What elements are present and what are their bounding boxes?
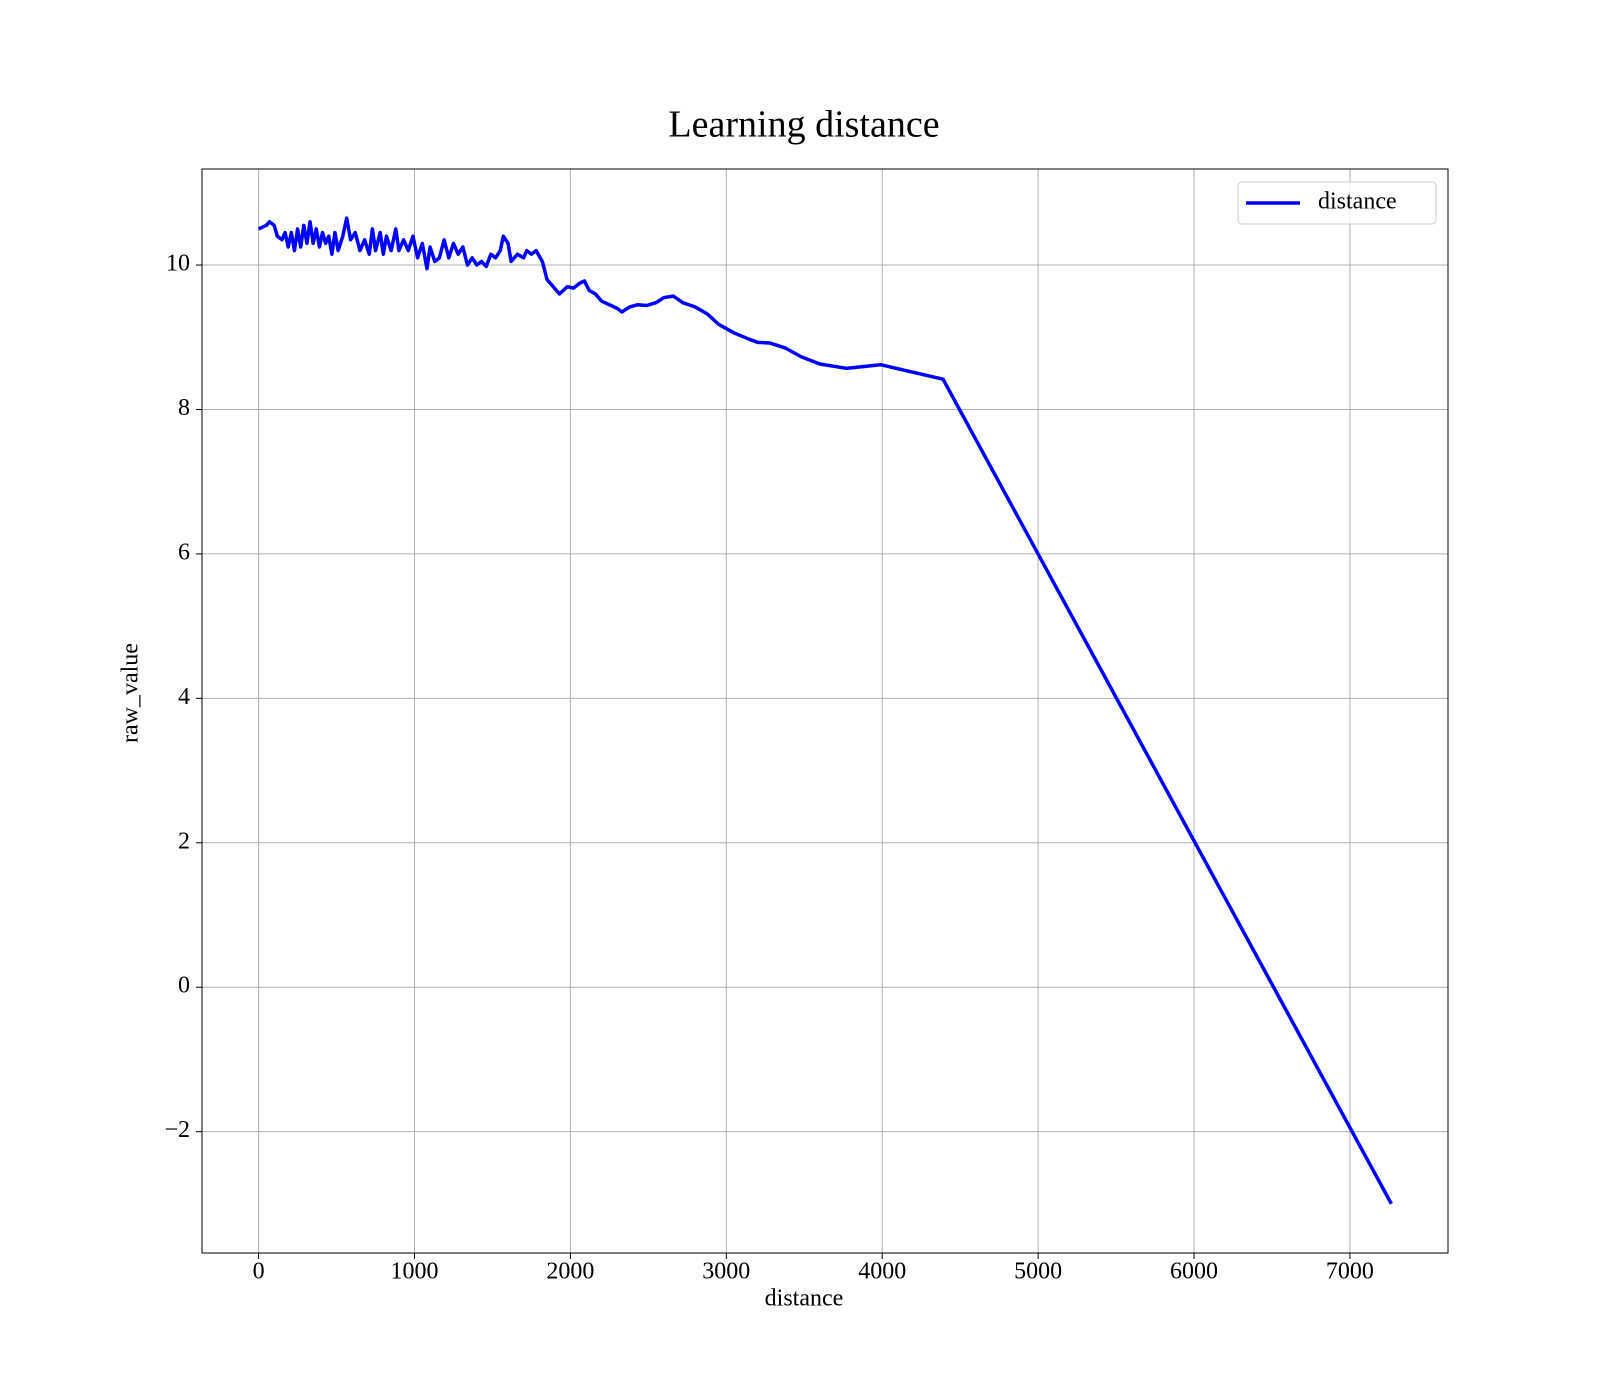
- y-tick-label: 2: [178, 828, 190, 854]
- plot-frame: [201, 168, 1449, 1254]
- y-tick-label: 6: [178, 539, 190, 565]
- y-tick-label: 8: [178, 395, 190, 421]
- y-tick-label: 4: [178, 684, 190, 710]
- chart-title: Learning distance: [668, 104, 939, 146]
- y-tick-label: 0: [178, 973, 190, 999]
- x-tick-label: 1000: [390, 1259, 438, 1285]
- x-tick-label: 6000: [1170, 1259, 1218, 1285]
- x-tick-label: 4000: [858, 1259, 906, 1285]
- x-tick-label: 7000: [1326, 1259, 1374, 1285]
- x-tick-label: 5000: [1014, 1259, 1062, 1285]
- y-tick-label: −2: [164, 1117, 190, 1143]
- x-tick-label: 2000: [546, 1259, 594, 1285]
- data-line: [257, 216, 1393, 1205]
- legend-label: distance: [1318, 189, 1397, 215]
- y-axis-label: raw_value: [118, 643, 144, 743]
- x-tick-label: 0: [253, 1259, 265, 1285]
- x-tick-label: 3000: [702, 1259, 750, 1285]
- legend-box: [1237, 181, 1437, 225]
- y-tick-label: 10: [166, 251, 190, 277]
- x-axis-label: distance: [765, 1286, 844, 1312]
